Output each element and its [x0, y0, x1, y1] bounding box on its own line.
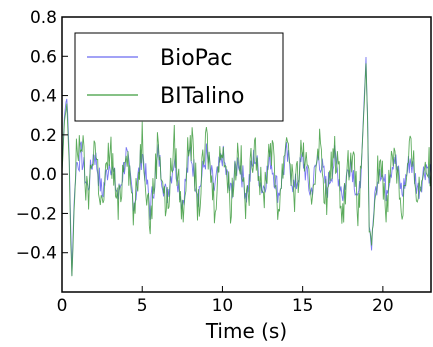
y-tick-label: −0.2: [16, 204, 57, 224]
x-tick-label: 15: [292, 296, 314, 316]
legend-label-bitalino: BITalino: [160, 84, 245, 109]
x-tick-label: 5: [137, 296, 148, 316]
legend: BioPac BITalino: [74, 32, 284, 122]
legend-box: [74, 32, 284, 122]
x-axis-label: Time (s): [205, 319, 287, 343]
x-tick-label: 20: [372, 296, 394, 316]
y-tick-label: 0.4: [30, 87, 57, 107]
x-tick-label: 10: [212, 296, 234, 316]
series-line-bitalino: [61, 63, 432, 277]
y-tick-label: 0.8: [30, 8, 57, 28]
y-tick-label: 0.6: [30, 47, 57, 67]
legend-label-biopac: BioPac: [160, 46, 233, 71]
plot-frame: [61, 16, 432, 293]
x-tick-label: 0: [57, 296, 68, 316]
ticks-layer: 0 5 10 15 20 −0.4 −0.2 0.0 0.2 0.4 0.6 0.8: [16, 8, 394, 316]
y-tick-label: −0.4: [16, 244, 57, 264]
y-tick-label: 0.2: [30, 126, 57, 146]
series-layer: [61, 56, 432, 277]
y-tick-label: 0.0: [30, 165, 57, 185]
